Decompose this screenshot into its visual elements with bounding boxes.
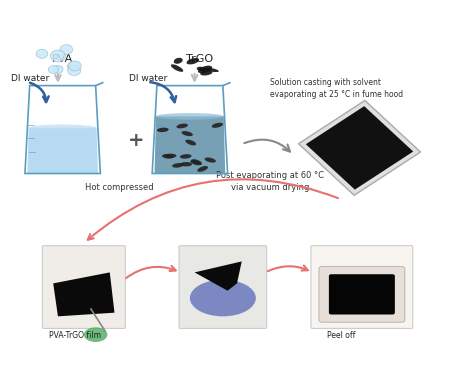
Text: Hot compressed: Hot compressed [85,183,154,192]
Ellipse shape [185,139,196,145]
Ellipse shape [182,131,193,136]
FancyBboxPatch shape [319,266,405,322]
Ellipse shape [171,64,183,72]
FancyBboxPatch shape [311,246,413,328]
Circle shape [48,66,59,73]
Ellipse shape [164,154,176,158]
Polygon shape [27,128,98,173]
Ellipse shape [162,154,173,159]
Ellipse shape [191,159,202,165]
FancyArrowPatch shape [150,82,176,102]
Ellipse shape [29,124,97,131]
Ellipse shape [191,160,201,165]
Ellipse shape [180,154,191,159]
Polygon shape [195,261,242,291]
Ellipse shape [205,158,216,163]
FancyArrowPatch shape [244,139,290,152]
Text: Post evaporating at 60 °C
via vacuum drying: Post evaporating at 60 °C via vacuum dry… [216,171,324,192]
Ellipse shape [176,124,188,128]
FancyArrowPatch shape [88,179,338,240]
Ellipse shape [212,123,223,128]
Text: DI water: DI water [128,74,167,83]
FancyArrowPatch shape [30,83,49,102]
Ellipse shape [186,58,199,65]
FancyArrowPatch shape [126,266,176,278]
Polygon shape [53,272,115,316]
Text: PVA: PVA [52,54,73,63]
Text: DI water: DI water [11,74,49,83]
Circle shape [68,65,81,76]
Ellipse shape [200,70,212,76]
Circle shape [67,62,79,71]
Circle shape [53,65,63,73]
Text: TrGO: TrGO [186,54,213,63]
FancyBboxPatch shape [329,274,395,314]
Ellipse shape [172,163,184,168]
Ellipse shape [190,280,256,316]
Ellipse shape [197,166,208,172]
Ellipse shape [157,128,169,132]
Circle shape [69,61,81,71]
Polygon shape [299,100,420,195]
Polygon shape [155,116,225,173]
FancyBboxPatch shape [179,246,267,328]
Ellipse shape [84,327,108,342]
FancyBboxPatch shape [42,246,125,328]
Text: Peel off: Peel off [327,331,355,340]
Text: PVA-TrGO film: PVA-TrGO film [48,331,100,340]
Ellipse shape [198,66,212,73]
Text: Solution casting with solvent
evaporating at 25 °C in fume hood: Solution casting with solvent evaporatin… [270,78,403,99]
Ellipse shape [197,67,206,71]
Text: +: + [128,131,144,150]
Ellipse shape [180,162,192,166]
FancyArrowPatch shape [268,265,308,271]
Polygon shape [306,106,413,190]
Ellipse shape [204,68,219,72]
Ellipse shape [174,58,182,64]
Circle shape [50,50,65,62]
Ellipse shape [156,113,224,120]
Circle shape [36,49,48,58]
Circle shape [60,45,73,54]
